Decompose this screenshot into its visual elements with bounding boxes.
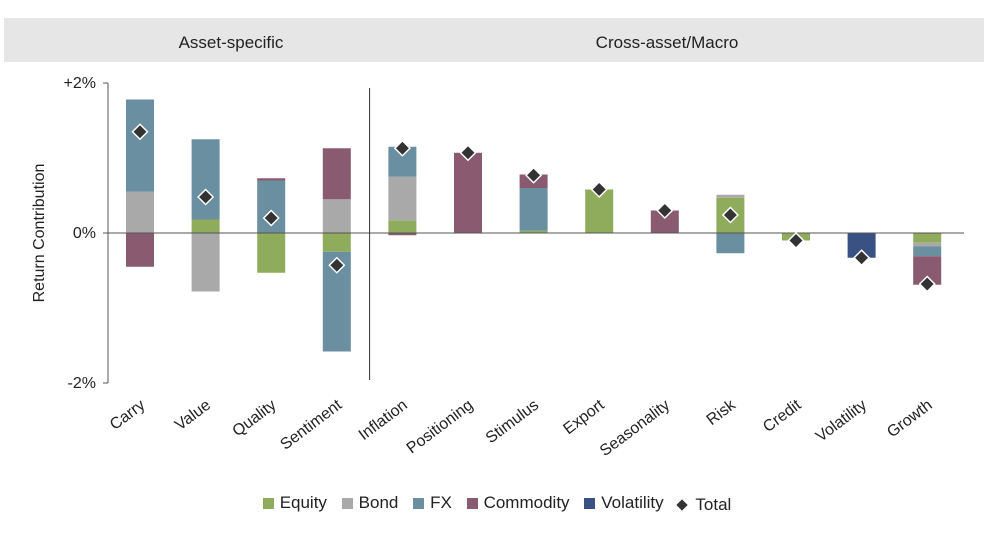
legend-swatch-fx bbox=[413, 497, 425, 509]
bar-bond-value bbox=[191, 233, 220, 292]
legend-item-equity: Equity bbox=[262, 493, 327, 513]
legend-item-volatility: Volatility bbox=[584, 493, 664, 513]
bar-equity-quality bbox=[257, 233, 286, 273]
bar-commodity-inflation bbox=[388, 233, 417, 236]
legend-swatch-volatility bbox=[584, 497, 596, 509]
bar-equity-sentiment bbox=[322, 233, 351, 252]
legend-label-total: Total bbox=[695, 494, 732, 514]
bar-equity-stimulus bbox=[519, 230, 548, 233]
total-marker-inflation bbox=[393, 139, 411, 157]
bar-bond-sentiment bbox=[322, 199, 351, 233]
x-tick-label-carry: Carry bbox=[107, 397, 148, 434]
bar-bond-growth bbox=[913, 242, 942, 247]
bar-fx-risk bbox=[716, 233, 745, 254]
total-marker-stimulus bbox=[525, 166, 543, 184]
legend-swatch-commodity bbox=[466, 497, 478, 509]
bar-bond-inflation bbox=[388, 176, 417, 221]
legend: Equity Bond FX Commodity Volatility Tota… bbox=[0, 493, 994, 515]
x-tick-label-quality: Quality bbox=[230, 397, 280, 441]
legend-label-fx: FX bbox=[430, 493, 452, 512]
y-tick-label: 0% bbox=[73, 225, 96, 242]
bar-equity-inflation bbox=[388, 220, 417, 233]
total-marker-credit bbox=[787, 231, 805, 250]
legend-item-bond: Bond bbox=[341, 493, 399, 513]
total-marker-risk bbox=[721, 206, 739, 224]
x-tick-label-credit: Credit bbox=[760, 396, 805, 436]
total-marker-growth bbox=[918, 275, 936, 293]
bar-commodity-seasonality bbox=[650, 210, 679, 233]
legend-item-fx: FX bbox=[413, 493, 452, 513]
x-tick-label-seasonality: Seasonality bbox=[597, 397, 673, 460]
legend-label-volatility: Volatility bbox=[601, 493, 664, 512]
group-header-band bbox=[4, 18, 984, 62]
total-marker-export bbox=[590, 180, 608, 199]
y-tick-label: +2% bbox=[64, 75, 96, 92]
total-marker-seasonality bbox=[656, 201, 674, 220]
legend-item-total: Total bbox=[676, 494, 732, 515]
x-tick-label-growth: Growth bbox=[884, 397, 935, 442]
x-tick-label-sentiment: Sentiment bbox=[277, 396, 345, 453]
y-tick-label: -2% bbox=[68, 375, 96, 392]
legend-marker-total bbox=[676, 498, 689, 511]
x-tick-label-volatility: Volatility bbox=[813, 397, 870, 446]
y-axis-title: Return Contribution bbox=[31, 164, 48, 303]
x-tick-label-risk: Risk bbox=[704, 396, 740, 429]
bar-bond-carry bbox=[126, 191, 154, 233]
total-marker-quality bbox=[262, 209, 280, 227]
x-tick-label-export: Export bbox=[560, 396, 608, 438]
x-tick-label-stimulus: Stimulus bbox=[483, 397, 542, 448]
total-marker-volatility bbox=[853, 249, 871, 267]
x-tick-label-inflation: Inflation bbox=[356, 397, 411, 444]
bar-commodity-quality bbox=[257, 178, 286, 181]
x-tick-label-value: Value bbox=[172, 397, 214, 435]
bar-commodity-positioning bbox=[454, 152, 482, 233]
legend-label-commodity: Commodity bbox=[483, 493, 570, 512]
bar-fx-growth bbox=[913, 246, 942, 257]
total-marker-sentiment bbox=[328, 256, 346, 274]
bar-commodity-sentiment bbox=[322, 148, 351, 200]
bar-equity-growth bbox=[913, 233, 942, 243]
bar-fx-value bbox=[191, 139, 220, 220]
bar-equity-value bbox=[191, 219, 220, 233]
legend-label-equity: Equity bbox=[279, 493, 327, 512]
total-marker-positioning bbox=[459, 144, 477, 162]
total-marker-carry bbox=[131, 123, 149, 141]
bar-bond-risk bbox=[716, 194, 745, 198]
bar-fx-stimulus bbox=[519, 188, 548, 231]
group-label-asset-specific: Asset-specific bbox=[179, 33, 284, 52]
bar-fx-carry bbox=[126, 99, 154, 192]
return-contribution-chart: Asset-specific Cross-asset/Macro Return … bbox=[4, 18, 984, 460]
legend-item-commodity: Commodity bbox=[466, 493, 570, 513]
bar-commodity-carry bbox=[126, 233, 154, 267]
x-tick-label-positioning: Positioning bbox=[404, 397, 477, 458]
legend-label-bond: Bond bbox=[358, 493, 399, 512]
legend-swatch-equity bbox=[262, 497, 274, 509]
legend-swatch-bond bbox=[341, 497, 353, 509]
total-marker-value bbox=[197, 188, 215, 206]
group-label-cross-asset-macro: Cross-asset/Macro bbox=[596, 33, 739, 52]
